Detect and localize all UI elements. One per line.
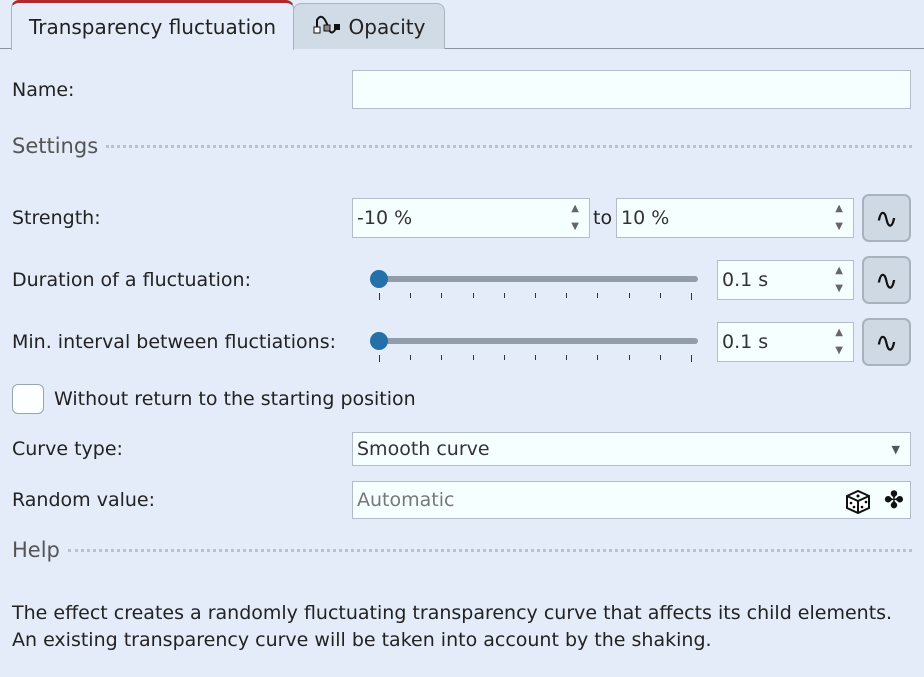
- waveform-keyframe-icon: [313, 15, 340, 33]
- down-arrow-icon[interactable]: ▼: [571, 221, 579, 232]
- curve-type-value: Smooth curve: [357, 438, 490, 460]
- duration-wave-button[interactable]: ∿: [862, 256, 911, 304]
- strength-from-value: -10 %: [357, 207, 413, 229]
- slider-tick: [410, 293, 412, 298]
- help-section: Help: [12, 538, 912, 562]
- strength-from-input[interactable]: -10 % ▲ ▼: [352, 198, 590, 238]
- spin-buttons[interactable]: ▲ ▼: [835, 265, 843, 295]
- slider-tick: [379, 293, 380, 300]
- tab-opacity[interactable]: Opacity: [293, 3, 445, 49]
- slider-tick: [597, 355, 599, 360]
- down-arrow-icon[interactable]: ▼: [835, 283, 843, 294]
- slider-tick: [566, 293, 568, 298]
- strength-wave-button[interactable]: ∿: [862, 194, 911, 242]
- slider-tick: [691, 293, 692, 300]
- slider-tick: [472, 355, 474, 360]
- duration-label: Duration of a fluctuation:: [12, 269, 251, 291]
- spin-buttons[interactable]: ▲ ▼: [571, 203, 579, 233]
- up-arrow-icon[interactable]: ▲: [835, 327, 843, 338]
- slider-track: [370, 276, 698, 282]
- divider: [67, 548, 912, 552]
- interval-label: Min. interval between fluctiations:: [12, 331, 336, 353]
- slider-tick: [659, 293, 661, 298]
- help-heading: Help: [12, 538, 60, 562]
- random-value-placeholder: Automatic: [357, 489, 455, 511]
- chevron-down-icon: ▼: [891, 442, 900, 456]
- duration-value: 0.1 s: [722, 269, 769, 291]
- slider-thumb[interactable]: [370, 270, 388, 288]
- interval-input[interactable]: 0.1 s ▲ ▼: [717, 322, 854, 362]
- slider-tick: [503, 355, 505, 360]
- down-arrow-icon[interactable]: ▼: [835, 345, 843, 356]
- slider-tick: [535, 293, 536, 298]
- dice-icon[interactable]: [844, 487, 872, 515]
- curve-type-label: Curve type:: [12, 438, 123, 460]
- up-arrow-icon[interactable]: ▲: [835, 203, 843, 214]
- slider-tick: [410, 355, 412, 360]
- curve-type-select[interactable]: Smooth curve ▼: [352, 432, 911, 466]
- slider-tick: [441, 355, 443, 360]
- slider-tick: [441, 293, 443, 298]
- interval-slider[interactable]: [370, 325, 700, 365]
- tab-bar-line: [0, 48, 924, 49]
- settings-heading: Settings: [12, 134, 99, 158]
- tab-label: Transparency fluctuation: [28, 14, 277, 39]
- up-arrow-icon[interactable]: ▲: [571, 203, 579, 214]
- divider: [106, 144, 912, 148]
- slider-tick: [597, 293, 599, 298]
- random-value-input[interactable]: Automatic ✤: [352, 481, 911, 519]
- slider-tick: [503, 293, 505, 298]
- slider-tick: [566, 355, 568, 360]
- clover-icon[interactable]: ✤: [883, 486, 904, 514]
- slider-tick: [379, 355, 380, 362]
- interval-value: 0.1 s: [722, 331, 769, 353]
- spin-buttons[interactable]: ▲ ▼: [835, 203, 843, 233]
- slider-tick: [535, 355, 536, 360]
- slider-tick: [628, 293, 630, 298]
- duration-slider[interactable]: [370, 263, 700, 303]
- slider-tick: [628, 355, 630, 360]
- tab-transparency-fluctuation[interactable]: Transparency fluctuation: [11, 0, 294, 50]
- wave-icon: ∿: [874, 263, 899, 297]
- up-arrow-icon[interactable]: ▲: [835, 265, 843, 276]
- tab-label: Opacity: [348, 14, 426, 39]
- wave-icon: ∿: [874, 201, 899, 235]
- spin-buttons[interactable]: ▲ ▼: [835, 327, 843, 357]
- slider-track: [370, 338, 698, 344]
- no-return-checkbox[interactable]: [12, 384, 44, 414]
- slider-tick: [659, 355, 661, 360]
- duration-input[interactable]: 0.1 s ▲ ▼: [717, 260, 854, 300]
- settings-section: Settings: [12, 134, 912, 158]
- strength-to-value: 10 %: [621, 207, 670, 229]
- strength-label: Strength:: [12, 207, 101, 229]
- slider-tick: [472, 293, 474, 298]
- to-label: to: [593, 207, 613, 229]
- name-input[interactable]: [352, 70, 911, 109]
- down-arrow-icon[interactable]: ▼: [835, 221, 843, 232]
- help-text: The effect creates a randomly fluctuatin…: [12, 602, 893, 651]
- strength-to-input[interactable]: 10 % ▲ ▼: [616, 198, 854, 238]
- name-label: Name:: [12, 79, 75, 101]
- slider-tick: [691, 355, 692, 362]
- wave-icon: ∿: [874, 325, 899, 359]
- no-return-label[interactable]: Without return to the starting position: [54, 388, 416, 410]
- slider-thumb[interactable]: [370, 332, 388, 350]
- random-value-label: Random value:: [12, 489, 156, 511]
- interval-wave-button[interactable]: ∿: [862, 318, 911, 366]
